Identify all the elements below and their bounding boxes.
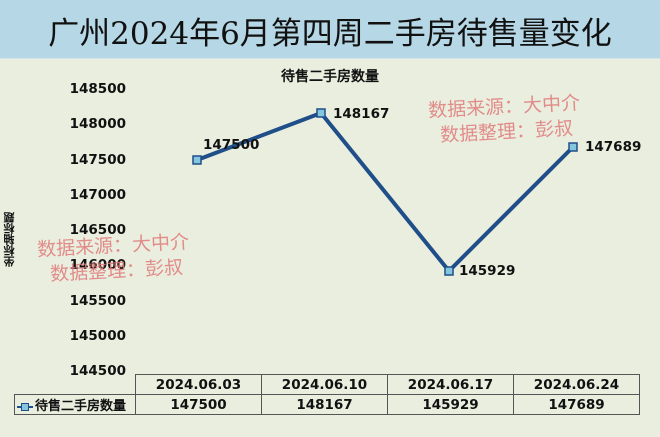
data-label: 145929 — [459, 263, 516, 279]
data-point-marker — [316, 108, 326, 118]
table-header-cell: 2024.06.10 — [261, 374, 388, 395]
y-tick: 148500 — [69, 81, 126, 97]
table-cell: 148167 — [261, 394, 388, 415]
legend-entry: 待售二手房数量 — [14, 394, 136, 415]
table-cell: 147689 — [513, 394, 640, 415]
y-tick: 145500 — [69, 293, 126, 309]
y-tick: 148000 — [69, 116, 126, 132]
table-corner — [14, 374, 136, 395]
y-tick: 146000 — [69, 257, 126, 273]
series-legend-icon — [17, 402, 33, 412]
page-title: 广州2024年6月第四周二手房待售量变化 — [48, 16, 612, 52]
table-cell: 145929 — [387, 394, 514, 415]
data-label: 147689 — [585, 139, 642, 155]
title-bar: 广州2024年6月第四周二手房待售量变化 — [0, 0, 660, 59]
y-tick: 146500 — [69, 222, 126, 238]
legend-label: 待售二手房数量 — [35, 399, 127, 414]
table-header-cell: 2024.06.17 — [387, 374, 514, 395]
data-point-marker — [192, 155, 202, 165]
table-header-row: 2024.06.03 2024.06.10 2024.06.17 2024.06… — [14, 374, 640, 395]
y-tick: 147000 — [69, 187, 126, 203]
data-point-marker — [568, 142, 578, 152]
data-label: 148167 — [333, 106, 390, 122]
data-point-marker — [444, 266, 454, 276]
table-cell: 147500 — [135, 394, 262, 415]
table-header-cell: 2024.06.24 — [513, 374, 640, 395]
y-tick: 147500 — [69, 152, 126, 168]
data-table: 2024.06.03 2024.06.10 2024.06.17 2024.06… — [14, 374, 640, 415]
table-row: 待售二手房数量 147500 148167 145929 147689 — [14, 394, 640, 415]
table-header-cell: 2024.06.03 — [135, 374, 262, 395]
chart-title: 待售二手房数量 — [281, 69, 379, 85]
y-tick: 145000 — [69, 328, 126, 344]
data-label: 147500 — [203, 137, 260, 153]
